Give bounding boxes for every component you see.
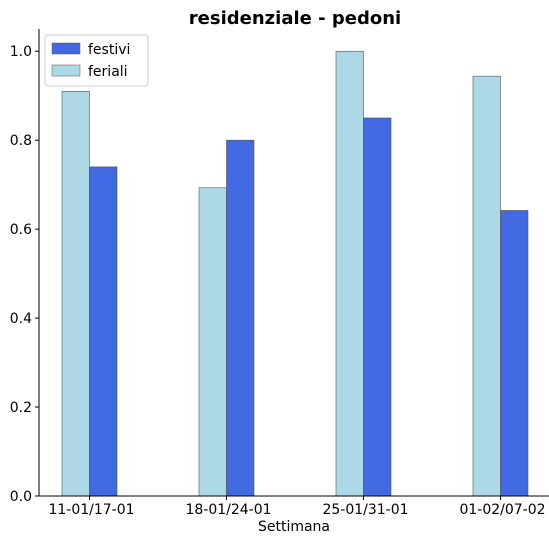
y-tick-label-5: 1.0 (10, 44, 32, 60)
legend-label-festivi: festivi (88, 42, 130, 58)
bar-festivi-2 (363, 117, 392, 497)
bars-group (61, 50, 529, 497)
bar-feriali-3 (472, 75, 501, 497)
bar-feriali-0 (61, 90, 90, 497)
x-tick-label-0: 11-01/17-01 (48, 502, 134, 518)
legend: festivi feriali (44, 34, 149, 87)
y-tick-label-4: 0.8 (10, 133, 32, 149)
y-tick-label-1: 0.2 (10, 400, 32, 416)
bar-festivi-0 (89, 166, 118, 497)
legend-swatch-feriali (51, 64, 81, 77)
x-tick-label-1: 18-01/24-01 (185, 502, 271, 518)
chart-title: residenziale - pedoni (189, 8, 401, 29)
x-tick-label-3: 01-02/07-02 (459, 502, 545, 518)
legend-label-feriali: feriali (88, 64, 128, 80)
axes-group: 0.0 0.2 0.4 0.6 0.8 1.0 11-01/17-01 18-01/24-01… (10, 29, 549, 518)
legend-swatch-festivi (51, 42, 81, 55)
x-axis-label: Settimana (258, 519, 330, 535)
x-tick-label-2: 25-01/31-01 (322, 502, 408, 518)
y-tick-label-3: 0.6 (10, 222, 32, 238)
bar-festivi-3 (500, 210, 529, 497)
bar-festivi-1 (226, 139, 255, 497)
y-tick-label-2: 0.4 (10, 311, 32, 327)
bar-feriali-2 (335, 50, 364, 497)
y-tick-label-0: 0.0 (10, 489, 32, 505)
bar-feriali-1 (198, 187, 227, 497)
